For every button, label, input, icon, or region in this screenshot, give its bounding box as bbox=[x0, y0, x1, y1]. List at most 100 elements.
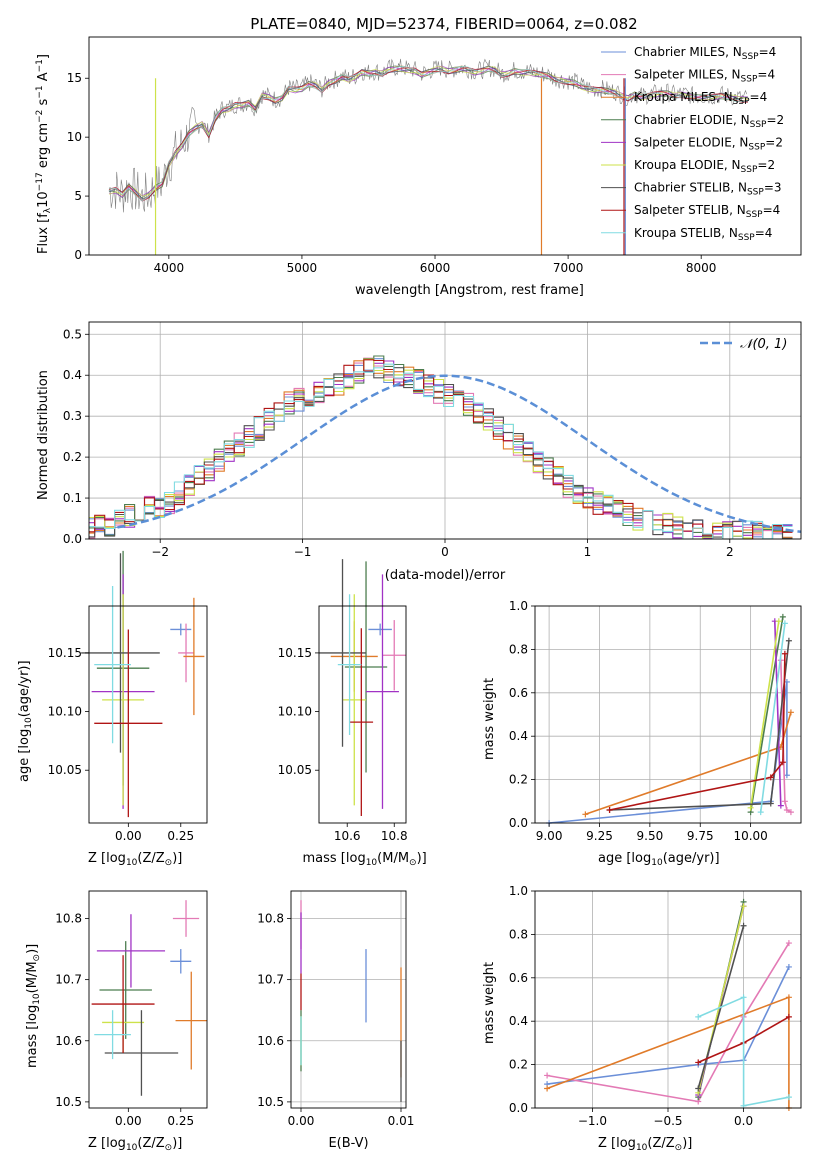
y-tick-label: 10.7 bbox=[257, 973, 284, 987]
y-tick-label: 10.05 bbox=[278, 763, 312, 777]
y-tick-label: 10.15 bbox=[278, 646, 312, 660]
x-tick-label: −1 bbox=[294, 545, 312, 559]
age-vs-mass-x-label: mass [log10(M/M⊙)] bbox=[303, 851, 427, 868]
weight-vs-Z-x-label: Z [log10(Z/Z⊙)] bbox=[598, 1136, 692, 1153]
histogram-panel: −2 −1 0 1 2 0.0 0.1 0.2 0.3 0.4 0.5 𝒩(0, 1) (data-mo… bbox=[36, 321, 802, 583]
weight-line bbox=[749, 621, 780, 808]
age-vs-mass-frame: 10.6 10.8 10.05 10.10 10.15 mass [log10(M/M⊙)… bbox=[278, 605, 427, 868]
spectrum-y-label: Flux [fλ10−17 erg cm−2 s−1 A−1] bbox=[35, 54, 53, 254]
y-tick-label: 10.8 bbox=[257, 912, 284, 926]
weight-marker bbox=[740, 903, 747, 910]
x-tick-label: 6000 bbox=[420, 261, 451, 275]
legend-entry: Kroupa ELODIE, NSSP=2 bbox=[634, 158, 775, 175]
mass-vs-Z-plot-area bbox=[89, 891, 207, 1108]
weight-marker bbox=[767, 774, 774, 781]
weight-line bbox=[546, 942, 790, 1103]
legend-entry: Kroupa STELIB, NSSP=4 bbox=[634, 226, 772, 243]
weight-marker bbox=[740, 922, 747, 929]
weight-marker bbox=[787, 709, 794, 716]
weight-marker bbox=[787, 809, 794, 816]
x-tick-label: 4000 bbox=[154, 261, 185, 275]
y-tick-label: 0.8 bbox=[509, 642, 528, 656]
weight-marker bbox=[785, 963, 792, 970]
weight-marker bbox=[785, 940, 792, 947]
spectrum-frame-box bbox=[88, 36, 802, 256]
y-tick-label: 1.0 bbox=[509, 884, 528, 898]
model-spectrum-line bbox=[108, 67, 748, 202]
weight-marker bbox=[767, 800, 774, 807]
weight-marker bbox=[781, 798, 788, 805]
y-tick-label: 10.8 bbox=[55, 912, 82, 926]
legend-entry: Salpeter STELIB, NSSP=4 bbox=[634, 203, 780, 220]
histogram-y-label: Normed distribution bbox=[36, 370, 51, 500]
weight-vs-Z-panel: −1.0 −0.5 0.0 0.0 0.2 0.4 0.6 0.8 1.0 Z [log10(Z/… bbox=[482, 884, 802, 1153]
y-tick-label: 0.6 bbox=[509, 971, 528, 985]
age-vs-Z-marks bbox=[81, 550, 205, 818]
weight-line bbox=[697, 996, 790, 1107]
weight-marker bbox=[695, 1085, 702, 1092]
histogram-frame: −2 −1 0 1 2 0.0 0.1 0.2 0.3 0.4 0.5 𝒩(0, 1) (data-mo… bbox=[36, 321, 802, 583]
mass-vs-Z-frame-box bbox=[88, 890, 208, 1109]
x-tick-label: −0.5 bbox=[653, 1114, 682, 1128]
age-vs-Z-frame-box bbox=[88, 605, 208, 824]
x-tick-label: 0 bbox=[441, 545, 449, 559]
weight-vs-age-marks bbox=[546, 613, 794, 826]
weight-marker bbox=[695, 1059, 702, 1066]
spectrum-panel: 4000 5000 6000 7000 8000 0 5 10 15 wavelength [An… bbox=[35, 36, 802, 298]
mass-vs-ebv-frame-box bbox=[290, 890, 407, 1109]
x-tick-label: 9.00 bbox=[536, 829, 563, 843]
y-tick-label: 15 bbox=[67, 71, 82, 85]
histogram-x-label: (data-model)/error bbox=[385, 568, 506, 583]
weight-vs-age-x-label: age [log10(age/yr)] bbox=[598, 851, 720, 868]
y-tick-label: 0.3 bbox=[63, 409, 82, 423]
weight-vs-age-frame-box bbox=[534, 605, 802, 824]
weight-marker bbox=[783, 806, 790, 813]
legend-entry: Chabrier ELODIE, NSSP=2 bbox=[634, 113, 784, 130]
age-vs-Z-frame: 0.00 0.25 10.05 10.10 10.15 Z [log10(Z/Z⊙)] ag… bbox=[17, 605, 208, 868]
y-tick-label: 0.8 bbox=[509, 927, 528, 941]
legend-entry: Kroupa MILES, NSSP=4 bbox=[634, 90, 767, 107]
mass-vs-Z-panel: 0.00 0.25 10.5 10.6 10.7 10.8 Z [log10(Z/Z⊙)] m… bbox=[25, 890, 208, 1153]
age-vs-Z-panel: 0.00 0.25 10.05 10.10 10.15 Z [log10(Z/Z⊙)] ag… bbox=[17, 550, 208, 868]
age-vs-Z-y-label: age [log10(age/yr)] bbox=[17, 660, 34, 782]
weight-marker bbox=[785, 994, 792, 1001]
weight-marker bbox=[775, 618, 782, 625]
y-tick-label: 10.05 bbox=[48, 763, 82, 777]
weight-marker bbox=[781, 620, 788, 627]
weight-marker bbox=[779, 613, 786, 620]
weight-marker bbox=[695, 1013, 702, 1020]
spectrum-marks bbox=[108, 58, 748, 255]
y-tick-label: 10.6 bbox=[257, 1034, 284, 1048]
legend-entry: Chabrier MILES, NSSP=4 bbox=[634, 45, 776, 62]
weight-line bbox=[546, 966, 790, 1085]
x-tick-label: 5000 bbox=[287, 261, 318, 275]
weight-marker bbox=[606, 806, 613, 813]
histogram-steps bbox=[89, 363, 793, 540]
y-tick-label: 0 bbox=[74, 248, 82, 262]
y-tick-label: 10.7 bbox=[55, 973, 82, 987]
x-tick-label: 9.50 bbox=[637, 829, 664, 843]
x-tick-label: 0.25 bbox=[167, 829, 194, 843]
legend-entry: Salpeter MILES, NSSP=4 bbox=[634, 68, 775, 85]
x-tick-label: −2 bbox=[151, 545, 169, 559]
y-tick-label: 0.1 bbox=[63, 491, 82, 505]
legend-entry: Chabrier STELIB, NSSP=3 bbox=[634, 181, 782, 198]
x-tick-label: 10.00 bbox=[733, 829, 767, 843]
legend-entry: Salpeter ELODIE, NSSP=2 bbox=[634, 135, 783, 152]
age-vs-mass-plot-area bbox=[319, 606, 406, 823]
histogram-frame-box bbox=[88, 321, 802, 540]
mass-vs-ebv-frame: 0.00 0.01 10.5 10.6 10.7 10.8 E(B-V) bbox=[257, 890, 414, 1151]
spectrum-x-label: wavelength [Angstrom, rest frame] bbox=[355, 283, 584, 298]
y-tick-label: 10.15 bbox=[48, 646, 82, 660]
x-tick-label: 0.00 bbox=[115, 829, 142, 843]
histogram-marks bbox=[89, 355, 802, 540]
y-tick-label: 0.6 bbox=[509, 686, 528, 700]
x-tick-label: 10.6 bbox=[334, 829, 361, 843]
weight-marker bbox=[785, 1013, 792, 1020]
x-tick-label: 9.25 bbox=[586, 829, 613, 843]
y-tick-label: 0.2 bbox=[63, 450, 82, 464]
spectrum-legend: Chabrier MILES, NSSP=4 Salpeter MILES, NS… bbox=[601, 45, 784, 243]
y-tick-label: 0.5 bbox=[63, 327, 82, 341]
x-tick-label: 8000 bbox=[686, 261, 717, 275]
